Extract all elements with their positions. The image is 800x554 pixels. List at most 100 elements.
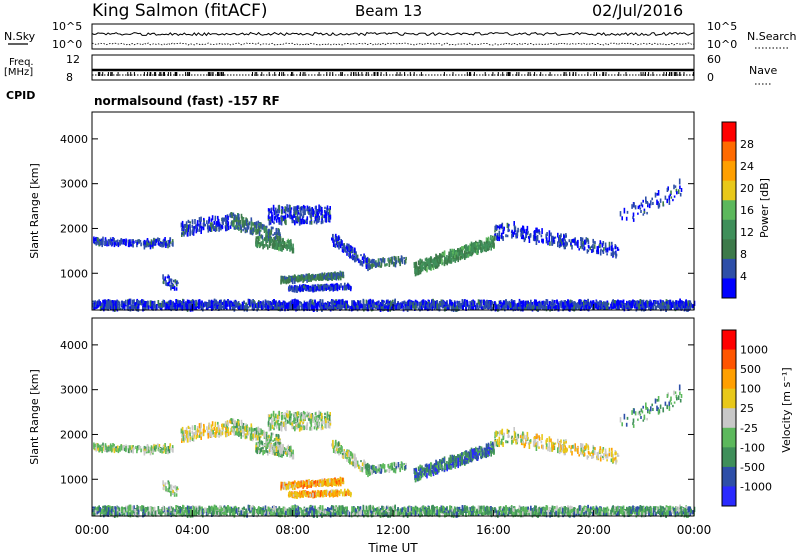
power-echo: [566, 306, 569, 309]
nave-mark: [209, 72, 211, 76]
nave-mark: [652, 72, 654, 76]
power-echo: [157, 300, 160, 306]
power-echo: [438, 305, 441, 312]
power-echo: [632, 299, 634, 305]
power-echo: [212, 224, 214, 229]
power-echo: [179, 300, 181, 303]
power-echo: [217, 215, 219, 219]
power-echo: [621, 306, 624, 311]
power-echo: [374, 306, 377, 309]
nave-mark: [640, 72, 642, 76]
power-echo: [211, 304, 214, 310]
power-echo: [414, 301, 417, 305]
power-echo: [357, 303, 359, 309]
power-echo: [317, 304, 319, 307]
power-echo: [527, 300, 529, 304]
power-echo: [618, 304, 620, 309]
power-echo: [595, 300, 598, 304]
nave-mark: [396, 72, 398, 76]
power-echo: [592, 300, 595, 306]
power-echo: [551, 305, 553, 311]
power-echo: [200, 225, 202, 229]
power-echo: [563, 306, 566, 310]
power-echo: [636, 306, 638, 309]
power-echo: [210, 218, 213, 222]
power-echo: [216, 306, 218, 309]
power-echo: [545, 305, 548, 312]
nave-mark: [376, 72, 378, 76]
power-echo: [145, 305, 147, 310]
power-echo: [549, 304, 552, 308]
power-echo: [217, 218, 219, 225]
power-echo: [132, 243, 134, 248]
power-echo: [573, 301, 575, 306]
power-echo: [573, 305, 575, 312]
power-echo: [542, 305, 544, 310]
power-echo: [391, 302, 394, 306]
power-echo: [125, 240, 127, 245]
power-echo: [351, 305, 353, 309]
nave-mark: [409, 72, 411, 76]
power-echo: [294, 303, 297, 308]
power-echo: [120, 301, 123, 307]
power-echo: [605, 306, 608, 310]
power-echo: [93, 239, 95, 244]
power-echo: [199, 227, 201, 231]
nave-mark: [340, 72, 342, 76]
power-echo: [299, 301, 301, 304]
power-echo: [646, 300, 649, 305]
power-echo: [363, 306, 365, 312]
station-title: King Salmon (fitACF): [92, 1, 268, 21]
power-echo: [531, 302, 534, 305]
power-echo: [587, 298, 589, 305]
power-echo: [265, 301, 268, 307]
nave-mark: [420, 72, 422, 76]
power-echo: [639, 299, 642, 305]
power-echo: [386, 305, 388, 311]
nave-mark: [565, 72, 567, 76]
power-echo: [453, 303, 456, 308]
power-echo: [243, 305, 245, 310]
power-echo: [422, 302, 424, 309]
power-echo: [421, 306, 423, 311]
power-echo: [95, 236, 97, 242]
power-echo: [439, 302, 441, 306]
power-echo: [151, 305, 153, 311]
power-echo: [482, 306, 485, 310]
power-echo: [676, 307, 678, 310]
power-echo: [519, 306, 522, 312]
power-echo: [333, 303, 336, 306]
power-echo: [98, 240, 100, 247]
power-echo: [166, 284, 169, 287]
power-echo: [646, 305, 648, 308]
power-echo: [99, 301, 101, 306]
power-echo: [602, 307, 605, 310]
power-echo: [416, 303, 418, 309]
power-echo: [267, 300, 270, 306]
power-echo: [339, 304, 342, 310]
power-echo: [229, 225, 232, 229]
power-echo: [389, 306, 391, 312]
nave-mark: [117, 72, 119, 76]
nave-mark: [162, 72, 164, 76]
power-echo: [547, 304, 549, 310]
power-echo: [153, 243, 156, 246]
power-echo: [415, 300, 418, 305]
power-echo: [190, 302, 192, 306]
power-echo: [684, 302, 687, 309]
power-echo: [579, 306, 582, 311]
power-echo: [266, 300, 268, 304]
power-echo: [592, 304, 594, 311]
power-echo: [176, 280, 179, 284]
nave-mark: [377, 72, 379, 76]
power-echo: [97, 305, 100, 308]
power-echo: [534, 300, 536, 305]
power-echo: [575, 306, 578, 310]
power-echo: [523, 306, 525, 310]
power-echo: [175, 287, 178, 291]
nsky-line: [91, 31, 695, 37]
power-echo: [643, 306, 645, 312]
power-echo: [367, 303, 370, 309]
power-echo: [230, 300, 233, 304]
power-echo: [172, 302, 175, 308]
